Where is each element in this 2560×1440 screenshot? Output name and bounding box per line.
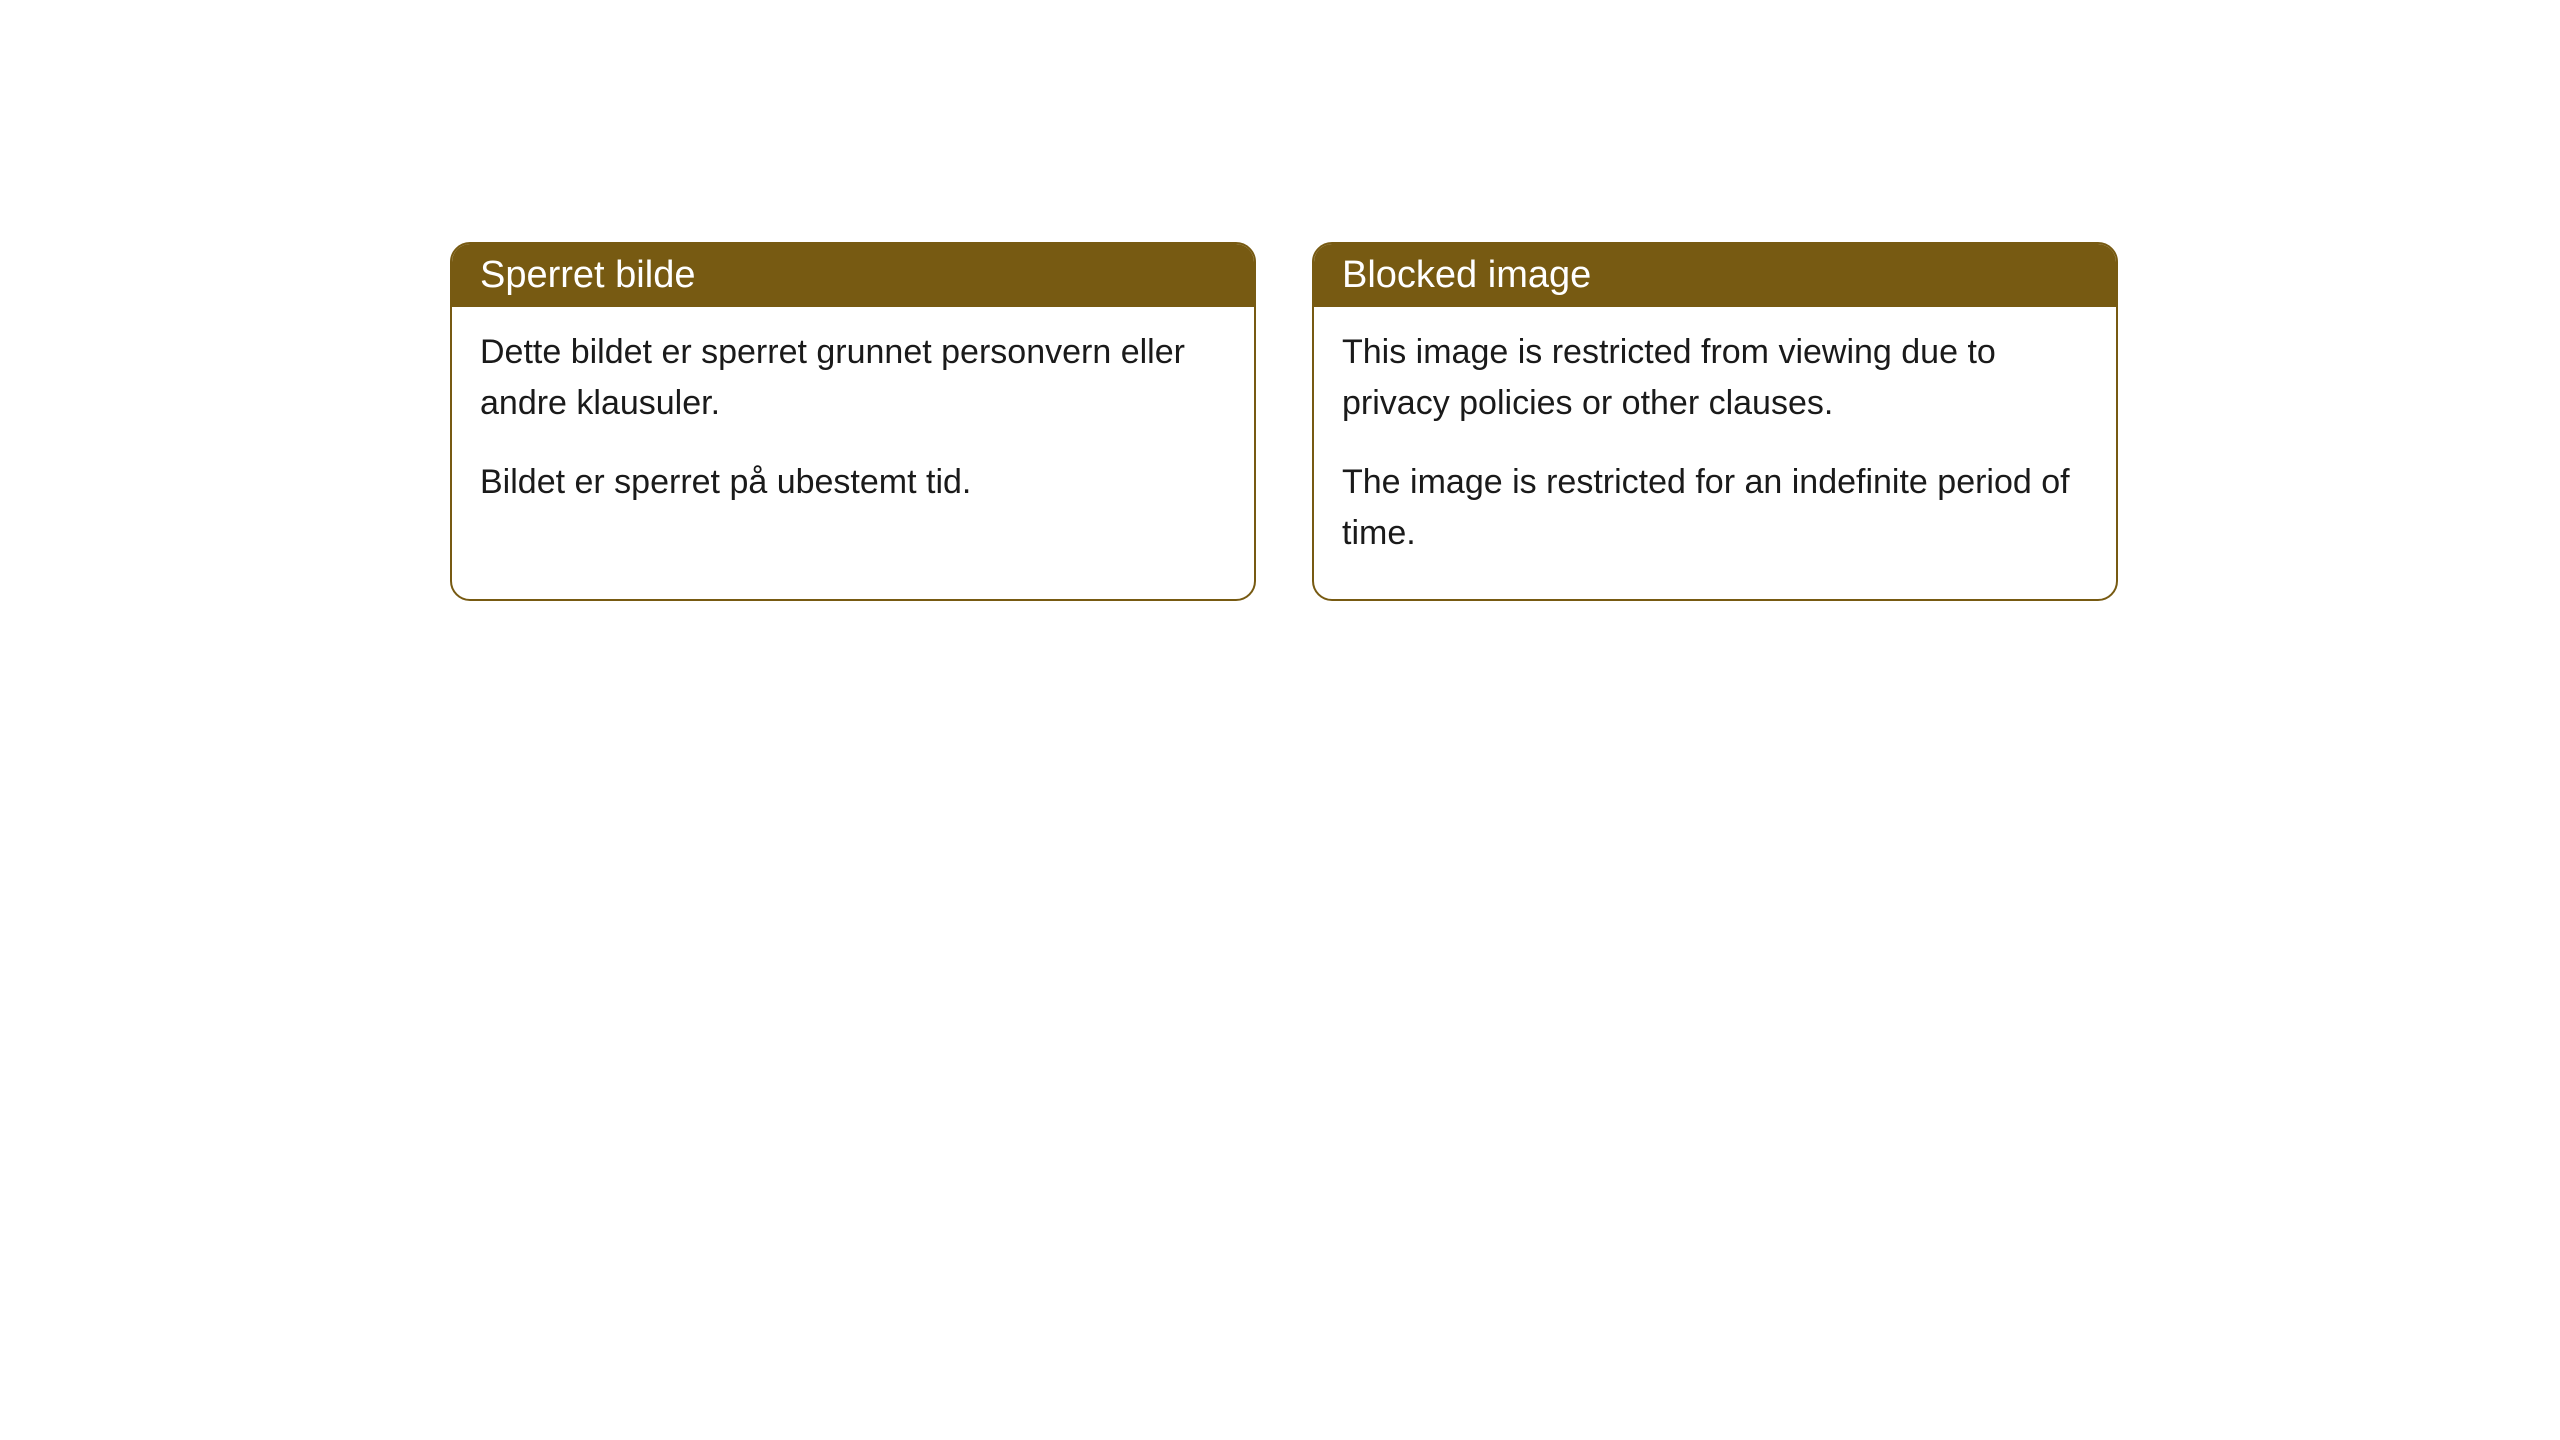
card-paragraph-2: The image is restricted for an indefinit…	[1342, 457, 2088, 559]
notice-cards-container: Sperret bilde Dette bildet er sperret gr…	[450, 242, 2118, 601]
card-header: Sperret bilde	[452, 244, 1254, 307]
card-paragraph-2: Bildet er sperret på ubestemt tid.	[480, 457, 1226, 508]
card-body: Dette bildet er sperret grunnet personve…	[452, 307, 1254, 548]
blocked-image-card-norwegian: Sperret bilde Dette bildet er sperret gr…	[450, 242, 1256, 601]
card-paragraph-1: This image is restricted from viewing du…	[1342, 327, 2088, 429]
blocked-image-card-english: Blocked image This image is restricted f…	[1312, 242, 2118, 601]
card-body: This image is restricted from viewing du…	[1314, 307, 2116, 599]
card-title: Blocked image	[1342, 254, 1591, 296]
card-title: Sperret bilde	[480, 254, 695, 296]
card-header: Blocked image	[1314, 244, 2116, 307]
card-paragraph-1: Dette bildet er sperret grunnet personve…	[480, 327, 1226, 429]
